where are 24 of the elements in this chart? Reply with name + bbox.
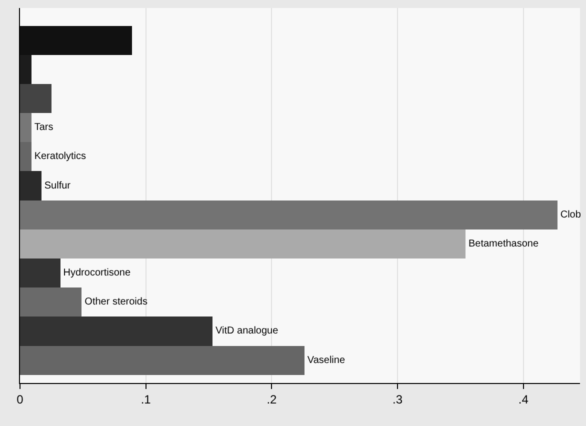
x-tick-label: .2 <box>266 392 278 406</box>
bar <box>20 346 304 375</box>
y-tick-label: Keratolytics <box>34 151 86 162</box>
bar <box>20 113 32 142</box>
bar <box>20 288 82 317</box>
x-tick-label: .1 <box>140 392 152 406</box>
bar <box>20 316 213 346</box>
y-tick-label: Hydrocortisone <box>63 268 131 279</box>
x-tick-label: .4 <box>518 392 529 406</box>
bar <box>20 142 32 172</box>
x-tick-label: .3 <box>392 392 403 406</box>
y-tick-label: Sulfur <box>44 180 72 192</box>
y-tick-label: Clob <box>560 209 582 220</box>
bar <box>20 258 60 288</box>
bar <box>20 84 52 114</box>
bar <box>20 171 42 200</box>
y-tick-label: Betamethasone <box>468 238 539 250</box>
x-tick-label: 0 <box>16 392 24 406</box>
bar <box>20 229 466 258</box>
y-tick-label: Tars <box>34 122 54 134</box>
y-tick-label: Other steroids <box>84 296 148 308</box>
y-tick-label: Vaseline <box>307 354 346 366</box>
y-tick-label: VitD analogue <box>216 326 279 337</box>
bar <box>20 200 558 230</box>
